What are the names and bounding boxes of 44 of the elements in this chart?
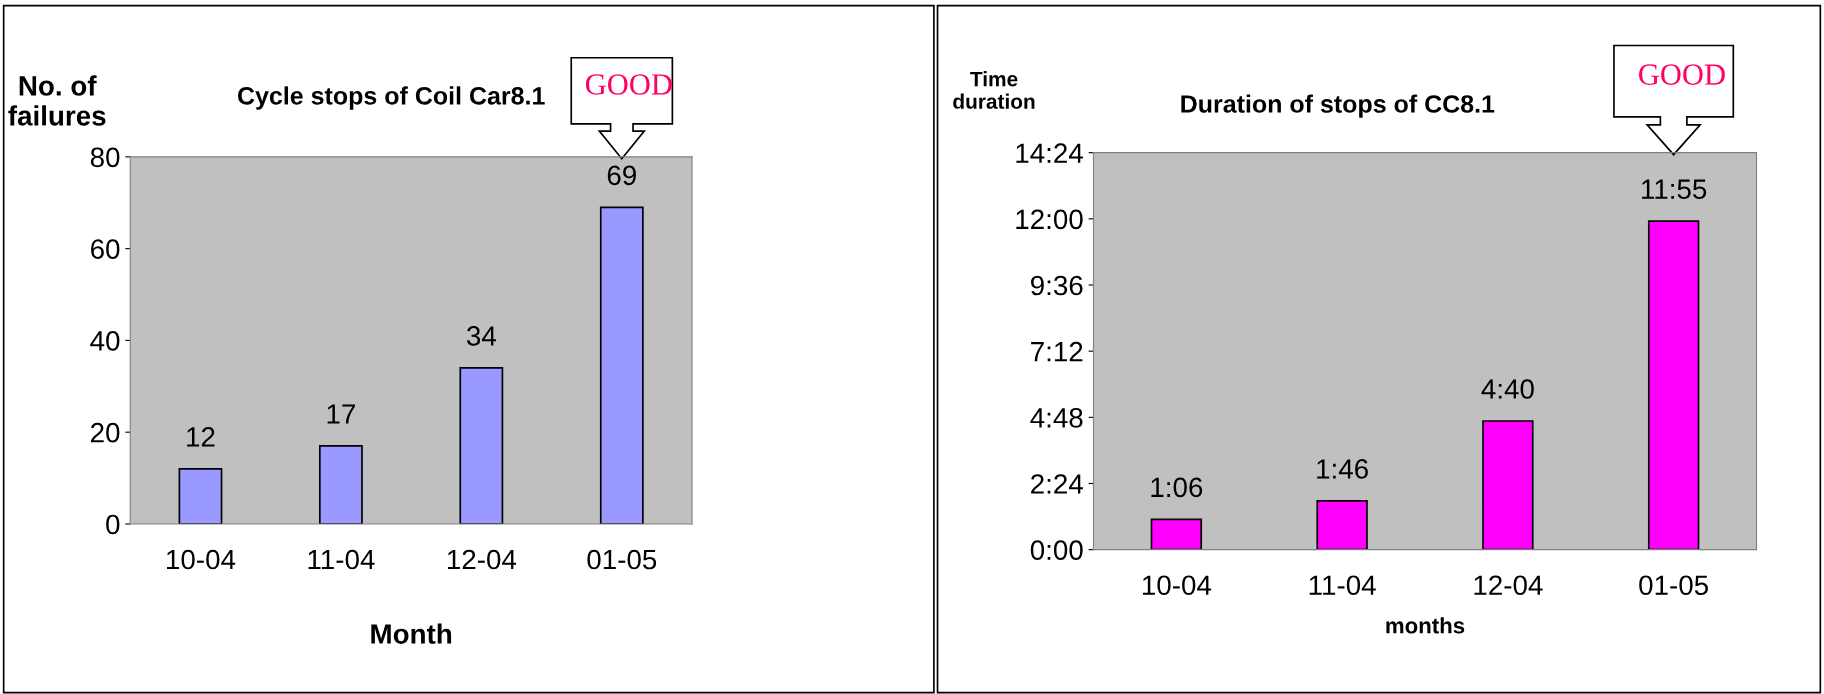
y-tick-label: 20 bbox=[91, 422, 120, 443]
data-label: 69 bbox=[607, 165, 636, 186]
x-tick-label: 10-04 bbox=[1142, 575, 1212, 596]
bar bbox=[1150, 518, 1203, 550]
bar bbox=[319, 445, 363, 524]
text: GOOD bbox=[585, 74, 672, 95]
y-tick-label: 7:12 bbox=[1031, 341, 1083, 362]
y-tick-label: 40 bbox=[90, 331, 120, 351]
y-tick-label: 4:48 bbox=[1030, 407, 1083, 428]
x-tick-label: 10-04 bbox=[167, 549, 236, 570]
y-tick-label: 14:24 bbox=[1016, 143, 1083, 163]
y-tick-label: 0:00 bbox=[1030, 540, 1083, 560]
x-tick-label: 12-04 bbox=[447, 549, 517, 570]
x-axis-title: Month bbox=[371, 623, 452, 644]
x-tick-label: 11-04 bbox=[308, 549, 375, 570]
y-tick-label: 80 bbox=[90, 147, 120, 168]
chart-title: Duration of stops of CC8.1 bbox=[1181, 94, 1495, 118]
y-tick-label: 0 bbox=[106, 514, 120, 535]
y-axis-title: No. of failures bbox=[8, 75, 106, 126]
bar bbox=[459, 367, 504, 524]
data-label: 1:46 bbox=[1317, 459, 1368, 479]
data-label: 4:40 bbox=[1481, 379, 1534, 399]
text: GOOD bbox=[1639, 64, 1725, 85]
x-axis-title: months bbox=[1386, 617, 1465, 634]
data-label: 1:06 bbox=[1151, 477, 1203, 498]
y-tick-label: 2:24 bbox=[1031, 474, 1083, 494]
bar bbox=[599, 206, 644, 524]
y-axis-title: Time duration bbox=[953, 71, 1035, 109]
x-tick-label: 01-05 bbox=[1639, 575, 1708, 596]
data-label: 17 bbox=[327, 404, 355, 424]
data-label: 11:55 bbox=[1642, 179, 1707, 199]
y-tick-label: 9:36 bbox=[1031, 275, 1083, 296]
bar bbox=[1647, 220, 1700, 550]
x-tick-label: 12-04 bbox=[1474, 575, 1543, 596]
x-tick-label: 11-04 bbox=[1309, 575, 1376, 596]
y-tick-label: 60 bbox=[91, 239, 120, 259]
bar bbox=[1316, 500, 1368, 550]
chart-title: Cycle stops of Coil Car8.1 bbox=[238, 86, 545, 110]
data-label: 12 bbox=[187, 427, 215, 447]
bar bbox=[178, 468, 223, 524]
x-tick-label: 01-05 bbox=[587, 549, 657, 570]
data-label: 34 bbox=[466, 326, 496, 346]
bar bbox=[1482, 420, 1534, 550]
y-tick-label: 12:00 bbox=[1016, 209, 1083, 230]
